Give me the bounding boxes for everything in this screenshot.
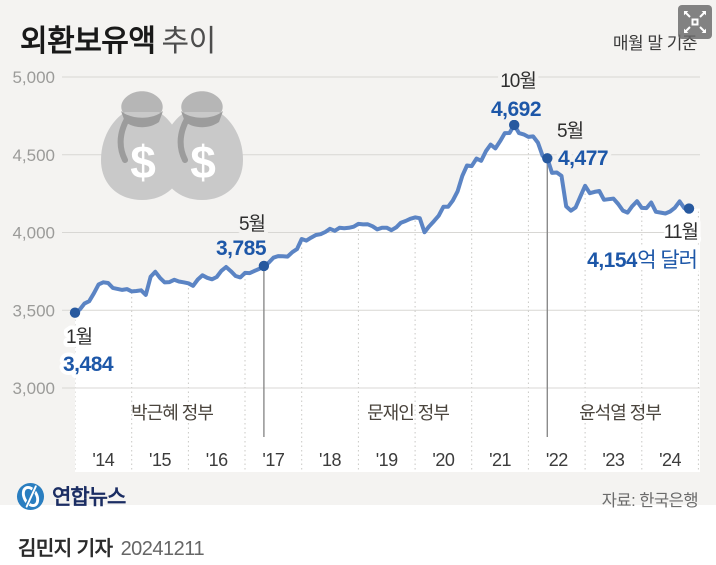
y-axis-label: 3,000 xyxy=(12,379,55,398)
gov-label-moon: 문재인 정부 xyxy=(367,403,449,423)
data-point xyxy=(258,260,270,272)
annotation-month: 10월 xyxy=(500,70,536,92)
agency-name: 연합뉴스 xyxy=(52,486,126,509)
x-axis-label: '16 xyxy=(206,450,228,470)
data-point xyxy=(69,307,81,318)
yonhap-logo-icon xyxy=(16,482,45,510)
money-bags-icon: $ $ xyxy=(101,91,243,200)
title-sub: 추이 xyxy=(161,25,217,58)
annotation-value: 3,785 xyxy=(216,237,267,260)
annotation-value: 3,484 xyxy=(63,353,114,376)
annotation-value: 4,477 xyxy=(558,147,608,170)
agency-logo: 연합뉴스 xyxy=(16,481,126,511)
gov-label-yoon: 윤석열 정부 xyxy=(579,403,661,423)
x-axis-label: '21 xyxy=(489,450,511,470)
title-main: 외환보유액 xyxy=(20,25,156,58)
x-axis-label: '19 xyxy=(376,450,398,470)
y-axis-label: 5,000 xyxy=(12,68,55,87)
x-axis-label: '18 xyxy=(319,450,341,470)
annotation-value: 4,154억 달러 xyxy=(587,249,697,272)
y-axis-label: 4,000 xyxy=(12,224,55,243)
basis-note: 매월 말 기준 xyxy=(612,34,698,53)
annotation-month: 11월 xyxy=(664,221,698,243)
x-axis-label: '14 xyxy=(92,450,114,470)
data-source: 자료: 한국은행 xyxy=(601,492,699,510)
y-axis-label: 3,500 xyxy=(12,301,55,320)
x-axis-label: '17 xyxy=(262,450,284,470)
page-title: 외환보유액 추이 xyxy=(20,16,216,60)
area-fill xyxy=(75,124,700,473)
x-axis-label: '22 xyxy=(546,450,568,470)
x-axis-label: '15 xyxy=(149,450,171,470)
x-axis-label: '20 xyxy=(432,450,454,470)
svg-text:$: $ xyxy=(190,136,216,188)
expand-icon xyxy=(683,10,706,33)
annotation-month: 5월 xyxy=(557,120,583,142)
data-point xyxy=(509,119,520,131)
data-point xyxy=(542,153,553,164)
annotation-value: 4,692 xyxy=(491,98,541,121)
expand-button[interactable] xyxy=(678,5,712,39)
annotation-month: 1월 xyxy=(66,326,92,348)
publish-date: 20241211 xyxy=(120,538,205,560)
byline: 김민지 기자 20241211 xyxy=(18,532,205,561)
svg-text:$: $ xyxy=(130,136,156,188)
chart-line xyxy=(73,122,691,315)
annotation-month: 5월 xyxy=(239,213,265,235)
reporter-name: 김민지 기자 xyxy=(18,538,113,560)
gov-label-park: 박근혜 정부 xyxy=(131,403,213,423)
x-axis-label: '23 xyxy=(602,450,624,470)
x-axis-label: '24 xyxy=(659,450,681,470)
y-axis-label: 4,500 xyxy=(12,146,55,165)
data-point xyxy=(683,203,695,214)
